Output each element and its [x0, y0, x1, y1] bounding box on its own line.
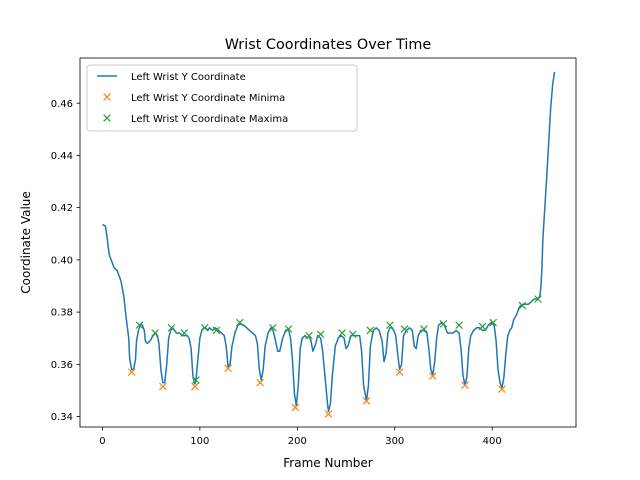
legend-marker-swatch	[103, 93, 111, 101]
maxima-point	[349, 330, 357, 339]
minima-point	[256, 378, 265, 387]
x-tick-label: 400	[483, 436, 502, 447]
maxima-point	[192, 376, 200, 384]
y-tick-label: 0.42	[51, 203, 73, 214]
x-axis-label: Frame Number	[283, 456, 372, 470]
legend-entry: Left Wrist Y Coordinate	[97, 72, 246, 83]
minima-point	[362, 397, 371, 405]
maxima-markers	[135, 295, 542, 384]
maxima-point	[478, 322, 487, 331]
legend-label: Left Wrist Y Coordinate	[131, 72, 246, 83]
maxima-point	[386, 321, 394, 329]
maxima-point	[489, 318, 497, 327]
legend-entry: Left Wrist Y Coordinate Minima	[103, 93, 285, 104]
maxima-point	[439, 320, 448, 328]
minima-markers	[127, 364, 506, 418]
maxima-point	[400, 325, 409, 333]
y-tick-label: 0.44	[51, 151, 73, 162]
minima-point	[461, 381, 469, 390]
legend-label: Left Wrist Y Coordinate Maxima	[131, 114, 288, 125]
y-axis-label: Coordinate Value	[19, 191, 33, 294]
minima-point	[159, 382, 167, 391]
minima-point	[324, 410, 333, 418]
axes-frame	[79, 57, 577, 428]
maxima-point	[212, 326, 221, 335]
x-tick-label: 100	[190, 436, 209, 447]
maxima-point	[534, 295, 542, 303]
maxima-point	[338, 329, 346, 337]
series-line-left-wrist-y	[102, 71, 556, 413]
axes: 0 100 200 300 400 0.34 0.36 0.38 0.40 0.42 0.44 0.4…	[51, 57, 577, 447]
y-tick-label: 0.46	[51, 99, 73, 110]
maxima-point	[135, 321, 144, 329]
y-tick-label: 0.40	[51, 255, 73, 266]
maxima-point	[180, 329, 189, 337]
maxima-point	[235, 318, 244, 327]
minima-point	[191, 382, 199, 391]
minima-point	[127, 368, 136, 376]
maxima-point	[518, 301, 527, 310]
maxima-point	[305, 331, 313, 340]
maxima-point	[316, 330, 325, 339]
chart-title: Wrist Coordinates Over Time	[225, 37, 432, 53]
legend-label: Left Wrist Y Coordinate Minima	[131, 93, 285, 104]
maxima-point	[455, 321, 463, 329]
minima-point	[428, 372, 437, 380]
maxima-point	[366, 326, 375, 335]
minima-point	[498, 385, 506, 393]
maxima-point	[167, 323, 176, 332]
legend-marker-swatch	[103, 114, 111, 122]
minima-point	[224, 364, 232, 373]
maxima-point	[420, 325, 428, 333]
maxima-point	[269, 323, 277, 332]
maxima-point	[151, 329, 159, 337]
maxima-point	[284, 325, 293, 333]
maxima-point	[200, 323, 209, 332]
x-tick-label: 300	[385, 436, 404, 447]
y-tick-label: 0.36	[51, 360, 73, 371]
minima-point	[291, 403, 300, 412]
legend-entry: Left Wrist Y Coordinate Maxima	[103, 114, 288, 125]
y-tick-label: 0.34	[51, 412, 73, 423]
x-tick-label: 200	[288, 436, 307, 447]
data-layer	[102, 71, 556, 418]
x-tick-label: 0	[99, 436, 105, 447]
y-tick-label: 0.38	[51, 308, 73, 319]
legend-box	[86, 64, 358, 132]
legend: Left Wrist Y Coordinate Left Wrist Y Coor…	[86, 64, 358, 132]
minima-point	[395, 368, 404, 376]
